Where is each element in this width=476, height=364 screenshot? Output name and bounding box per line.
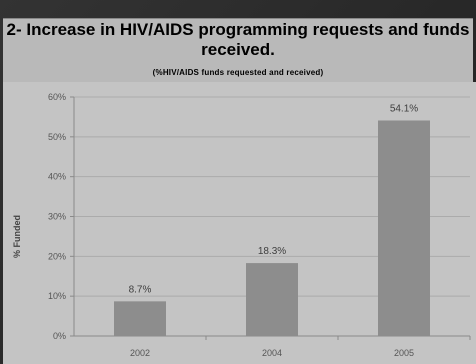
y-axis-label: % Funded [12, 215, 22, 258]
data-label: 8.7% [129, 284, 152, 295]
y-tick-label: 30% [48, 212, 66, 222]
data-label: 18.3% [258, 246, 286, 257]
y-tick-label: 60% [48, 92, 66, 102]
bar-2005 [378, 120, 430, 336]
bar-2004 [246, 263, 298, 336]
x-tick-label: 2004 [262, 348, 282, 358]
y-tick-label: 10% [48, 291, 66, 301]
y-tick-label: 50% [48, 132, 66, 142]
y-tick-label: 0% [53, 331, 66, 341]
bars [114, 120, 430, 336]
title-band [3, 18, 473, 83]
labels: 0% 10% 20% 30% 40% 50% 60% 8.7% 2002 18.3% 2004 54.… [48, 92, 418, 358]
data-label: 54.1% [390, 104, 418, 115]
x-tick-label: 2005 [394, 348, 414, 358]
y-tick-label: 20% [48, 251, 66, 261]
chart-subtitle: (%HIV/AIDS funds requested and received) [152, 68, 324, 77]
y-tick-label: 40% [48, 172, 66, 182]
bar-2002 [114, 301, 166, 336]
chart-title: 2- Increase in HIV/AIDS programming requ… [6, 20, 470, 59]
x-tick-label: 2002 [130, 348, 150, 358]
